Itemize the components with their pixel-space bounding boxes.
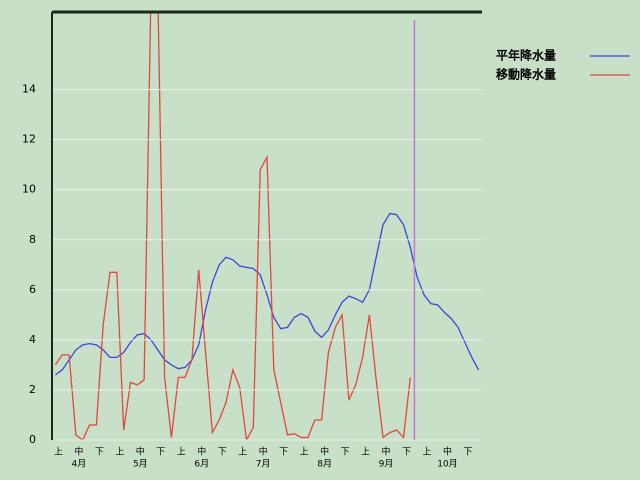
x-tick-label: 下 [463,448,472,458]
y-tick-label: 0 [29,433,36,446]
month-label: 9月 [379,459,394,470]
x-tick-label: 下 [341,448,350,458]
month-label: 10月 [437,459,457,470]
x-tick-label: 中 [382,446,391,458]
x-tick-label: 中 [443,446,452,458]
y-tick-label: 14 [22,83,36,96]
x-tick-label: 上 [238,447,247,458]
x-tick-label: 下 [218,448,227,458]
legend-label: 平年降水量 [496,48,556,63]
x-tick-label: 下 [95,448,104,458]
series-line [54,12,411,440]
x-tick-label: 上 [361,447,370,458]
x-tick-label: 中 [259,446,268,458]
x-tick-label: 中 [74,446,83,458]
x-tick-label: 上 [422,447,431,458]
y-tick-label: 4 [29,333,36,346]
x-tick-label: 上 [177,447,186,458]
x-tick-label: 下 [402,448,411,458]
month-label: 4月 [72,459,87,470]
x-tick-label: 中 [136,446,145,458]
y-tick-label: 6 [29,283,36,296]
x-tick-label: 上 [300,447,309,458]
y-tick-label: 10 [22,183,36,196]
x-tick-label: 上 [54,447,63,458]
x-tick-label: 下 [279,448,288,458]
x-tick-label: 中 [197,446,206,458]
month-label: 7月 [256,459,271,470]
y-tick-label: 2 [29,383,36,396]
x-tick-label: 下 [156,448,165,458]
month-label: 5月 [133,459,148,470]
y-tick-label: 8 [29,233,36,246]
month-label: 6月 [194,459,209,470]
x-tick-label: 中 [320,446,329,458]
legend-label: 移動降水量 [496,67,556,82]
month-label: 8月 [317,459,332,470]
x-tick-label: 上 [115,447,124,458]
y-tick-label: 12 [22,133,36,146]
